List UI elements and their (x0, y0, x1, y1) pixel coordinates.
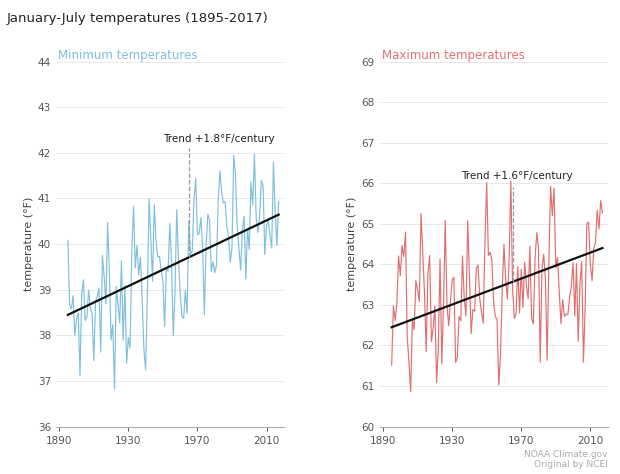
Y-axis label: temperature (°F): temperature (°F) (24, 197, 33, 292)
Text: Trend +1.6°F/century: Trend +1.6°F/century (461, 171, 572, 181)
Text: Maximum temperatures: Maximum temperatures (382, 49, 525, 62)
Text: Minimum temperatures: Minimum temperatures (58, 49, 198, 62)
Text: Trend +1.8°F/century: Trend +1.8°F/century (163, 134, 275, 144)
Y-axis label: temperature (°F): temperature (°F) (347, 197, 357, 292)
Text: January-July temperatures (1895-2017): January-July temperatures (1895-2017) (6, 12, 268, 25)
Text: NOAA Climate.gov
Original by NCEI: NOAA Climate.gov Original by NCEI (524, 450, 608, 469)
